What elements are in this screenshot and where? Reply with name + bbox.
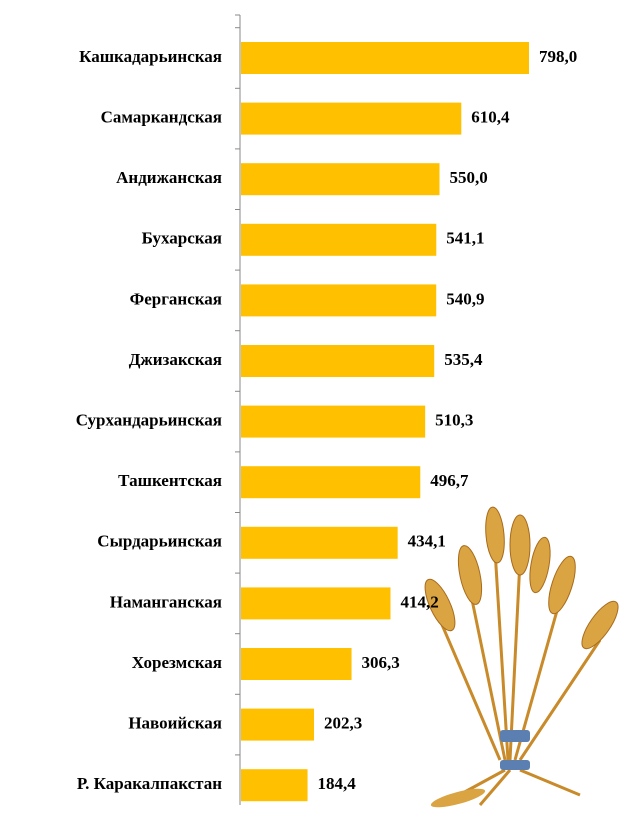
category-label: Сырдарьинская [97,532,222,551]
wheat-decoration [424,506,619,808]
value-label: 306,3 [362,653,400,672]
bar [241,587,391,620]
value-label: 510,3 [435,411,473,430]
value-label: 184,4 [318,774,357,793]
category-label: Ферганская [130,289,222,308]
category-label: Джизакская [129,350,222,369]
bar [241,102,462,135]
value-label: 414,2 [400,592,438,611]
category-label: Кашкадарьинская [79,47,222,66]
bar [241,466,421,499]
bar [241,769,308,802]
bar [241,284,437,317]
bar [241,405,426,438]
category-label: Самаркандская [101,108,222,127]
category-label: Р. Каракалпакстан [77,774,222,793]
category-label: Ташкентская [118,471,222,490]
category-label: Бухарская [142,229,222,248]
value-label: 550,0 [449,168,487,187]
bar [241,42,529,74]
value-label: 610,4 [471,108,510,127]
bar [241,163,440,196]
value-label: 798,0 [539,47,577,66]
category-label: Наманганская [110,592,222,611]
category-label: Андижанская [116,168,222,187]
value-label: 541,1 [446,229,484,248]
value-label: 535,4 [444,350,483,369]
bar [241,345,435,377]
bar [241,708,315,741]
value-label: 496,7 [430,471,469,490]
category-label: Хорезмская [132,653,222,672]
value-label: 540,9 [446,289,484,308]
bar [241,223,437,256]
bar [241,526,398,559]
value-label: 202,3 [324,714,362,733]
bar [241,648,352,680]
value-label: 434,1 [408,532,446,551]
category-label: Навоийская [128,714,222,733]
category-label: Сурхандарьинская [76,411,222,430]
